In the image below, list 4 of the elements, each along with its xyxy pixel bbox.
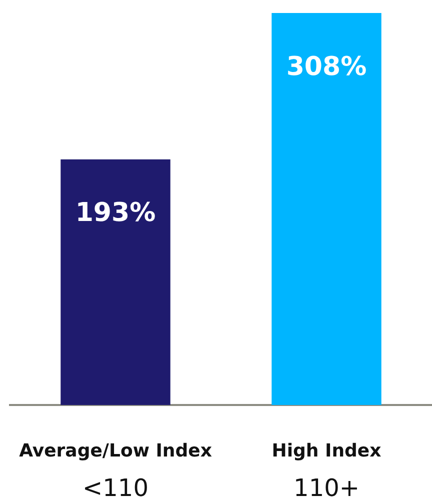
data-label: 308% (286, 52, 367, 82)
data-label: 193% (75, 198, 156, 228)
x-tick-label: Average/Low Index <110 (19, 440, 212, 502)
x-tick-label: High Index 110+ (272, 440, 382, 502)
